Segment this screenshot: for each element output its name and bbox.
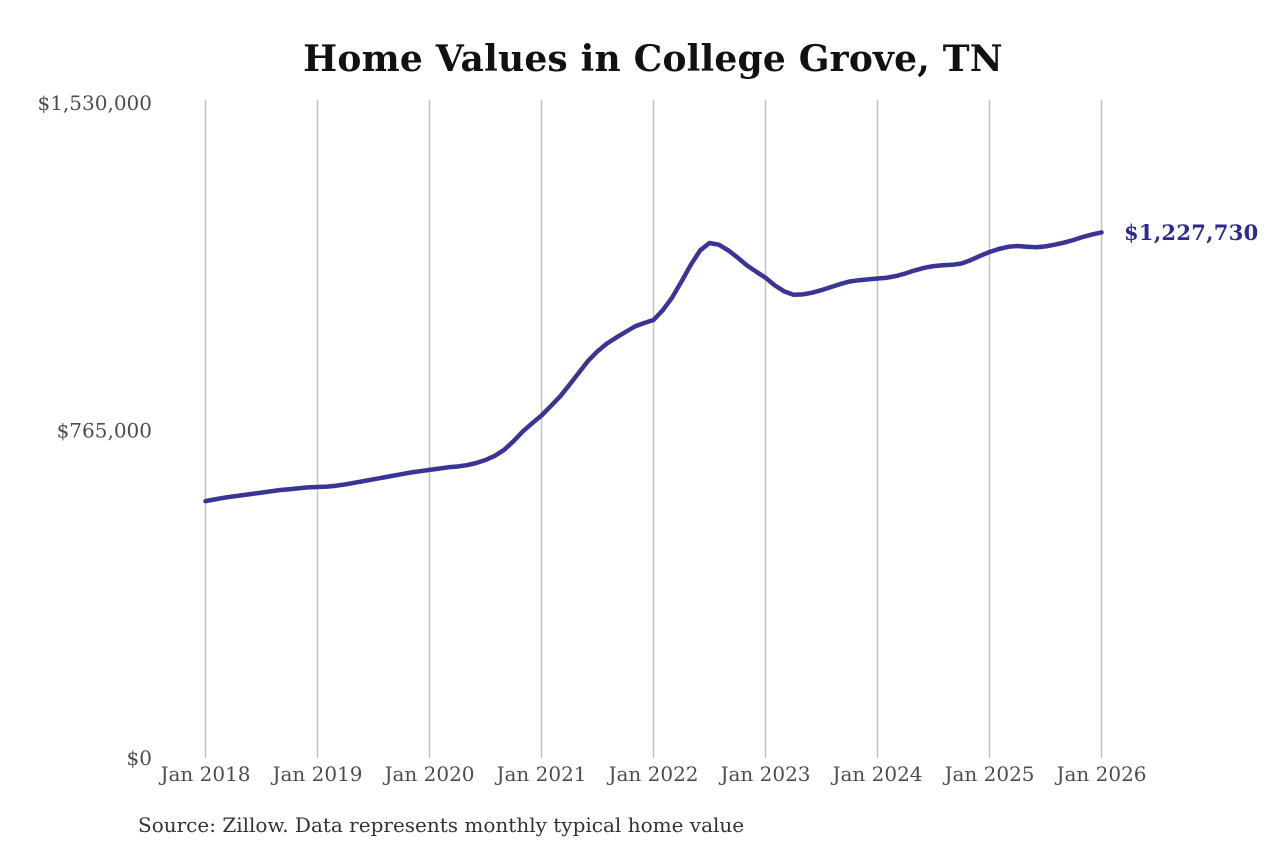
x-axis-tick-label: Jan 2021 (494, 762, 586, 786)
home-value-line-series (203, 230, 1104, 504)
source-note: Source: Zillow. Data represents monthly … (138, 813, 745, 837)
x-axis-tick-label: Jan 2024 (830, 762, 922, 786)
y-axis-tick-label: $0 (127, 746, 152, 770)
chart-title: Home Values in College Grove, TN (303, 38, 1003, 80)
x-axis-tick-label: Jan 2019 (270, 762, 362, 786)
x-axis-tick-label: Jan 2026 (1054, 762, 1146, 786)
latest-value-label: $1,227,730 (1124, 220, 1259, 245)
x-axis-tick-label: Jan 2022 (606, 762, 698, 786)
x-axis-tick-label: Jan 2025 (942, 762, 1034, 786)
x-axis-tick-label: Jan 2023 (718, 762, 810, 786)
y-axis-tick-label: $1,530,000 (37, 91, 152, 115)
x-axis-tick-label: Jan 2020 (382, 762, 474, 786)
y-axis-tick-label: $765,000 (57, 419, 152, 443)
x-axis-tick-label: Jan 2018 (158, 762, 250, 786)
